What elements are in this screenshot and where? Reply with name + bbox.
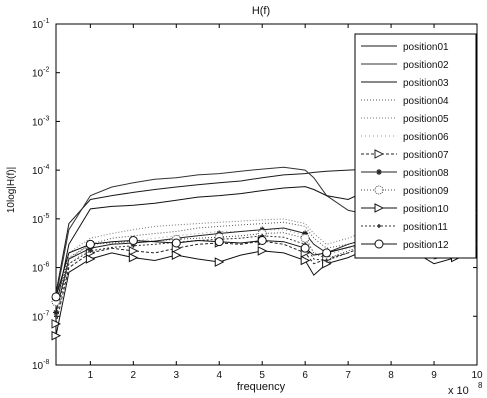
series-position04 xyxy=(55,221,478,305)
data-point xyxy=(322,248,332,258)
legend-marker xyxy=(374,185,384,195)
x-tick-label: 6 xyxy=(302,370,308,381)
legend-item: position09 xyxy=(361,185,449,197)
y-tick-label: 10-6 xyxy=(32,262,49,275)
legend-label: position03 xyxy=(403,78,449,89)
data-point xyxy=(85,239,95,249)
legend-item: position01 xyxy=(361,42,449,53)
legend-item: position11 xyxy=(361,222,448,233)
data-point xyxy=(324,258,329,263)
data-point xyxy=(171,238,181,248)
data-point xyxy=(214,257,225,267)
data-point xyxy=(51,319,62,329)
legend-item: position04 xyxy=(361,96,449,107)
x-tick-label: 2 xyxy=(131,370,137,381)
data-point xyxy=(54,314,58,319)
data-point xyxy=(300,243,310,253)
x-tick-label: 3 xyxy=(174,370,180,381)
y-tick-label: 10-3 xyxy=(32,115,49,128)
data-point xyxy=(51,330,62,341)
legend-label: position02 xyxy=(403,60,449,71)
chart-title: H(f) xyxy=(252,5,270,17)
legend-item: position03 xyxy=(361,78,449,89)
y-tick-label: 10-4 xyxy=(32,164,49,177)
legend: position01 position02 position03 position04… xyxy=(354,33,477,259)
legend-label: position11 xyxy=(403,222,448,233)
legend-marker xyxy=(374,203,385,213)
legend-marker xyxy=(376,169,382,175)
legend-label: position10 xyxy=(403,204,449,215)
legend-item: position02 xyxy=(361,60,449,71)
legend-box xyxy=(354,33,477,259)
x-tick-label: 1 xyxy=(88,370,94,381)
legend-item: position07 xyxy=(361,149,449,161)
legend-label: position04 xyxy=(403,96,449,107)
data-point xyxy=(88,248,93,253)
x-multiplier-label: x 10 xyxy=(448,385,469,397)
x-tick-label: 7 xyxy=(345,370,351,381)
x-tick-label: 4 xyxy=(216,370,222,381)
y-ticks: 10-1 10-2 10-3 10-4 10-5 10-6 10-7 10-8 xyxy=(32,18,477,372)
data-point xyxy=(257,235,267,245)
legend-label: position07 xyxy=(403,150,449,161)
legend-item: position10 xyxy=(361,203,449,215)
data-point xyxy=(128,235,138,245)
legend-label: position09 xyxy=(403,186,449,197)
data-point xyxy=(302,230,309,237)
data-point xyxy=(171,250,182,260)
y-tick-label: 10-2 xyxy=(32,67,49,80)
legend-label: position01 xyxy=(403,42,449,53)
data-point xyxy=(51,292,61,302)
data-point xyxy=(214,237,224,247)
y-axis-label: 10log|H(f)| xyxy=(6,167,17,213)
x-axis-label: frequency xyxy=(237,381,286,393)
legend-item: position06 xyxy=(361,132,449,143)
data-point xyxy=(300,255,311,266)
legend-marker xyxy=(377,224,381,228)
data-point xyxy=(85,254,96,264)
y-tick-label: 10-7 xyxy=(32,310,49,323)
series-line xyxy=(55,221,478,305)
x-ticks: 1 2 3 4 5 6 7 8 9 10 xyxy=(88,24,483,381)
legend-label: position12 xyxy=(403,240,449,251)
data-point xyxy=(128,252,139,263)
legend-item: position12 xyxy=(361,239,449,251)
data-point xyxy=(53,309,59,316)
legend-marker xyxy=(374,149,385,159)
x-tick-label: 9 xyxy=(431,370,437,381)
x-tick-label: 10 xyxy=(471,370,483,381)
y-tick-label: 10-1 xyxy=(32,18,49,31)
legend-label: position05 xyxy=(403,114,449,125)
x-tick-label: 8 xyxy=(388,370,394,381)
data-point xyxy=(300,233,310,243)
x-tick-label: 5 xyxy=(259,370,265,381)
legend-label: position06 xyxy=(403,132,449,143)
legend-marker xyxy=(374,239,384,249)
data-point xyxy=(257,246,268,256)
x-multiplier-exponent: 8 xyxy=(478,381,483,390)
y-tick-label: 10-8 xyxy=(32,359,49,372)
data-point xyxy=(128,246,139,256)
legend-item: position08 xyxy=(361,168,449,179)
y-tick-label: 10-5 xyxy=(32,213,49,226)
legend-item: position05 xyxy=(361,114,449,125)
legend-label: position08 xyxy=(403,168,449,179)
